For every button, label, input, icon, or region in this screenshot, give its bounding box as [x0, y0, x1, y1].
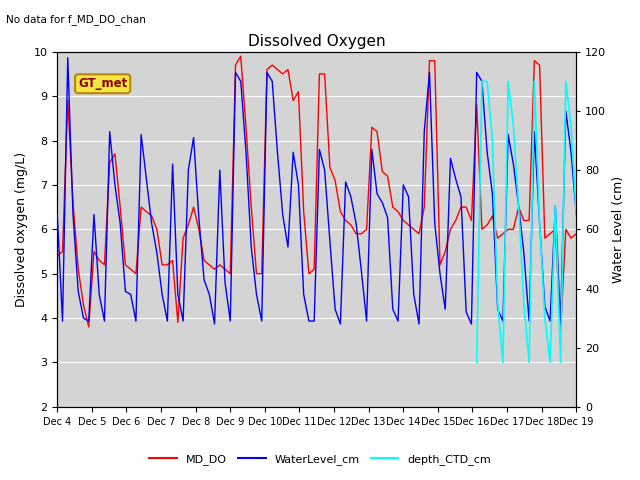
Text: GT_met: GT_met: [78, 77, 127, 90]
Text: No data for f_MD_DO_chan: No data for f_MD_DO_chan: [6, 14, 147, 25]
Title: Dissolved Oxygen: Dissolved Oxygen: [248, 34, 385, 49]
Y-axis label: Water Level (cm): Water Level (cm): [612, 176, 625, 283]
Y-axis label: Dissolved oxygen (mg/L): Dissolved oxygen (mg/L): [15, 152, 28, 307]
Legend: MD_DO, WaterLevel_cm, depth_CTD_cm: MD_DO, WaterLevel_cm, depth_CTD_cm: [145, 450, 495, 469]
